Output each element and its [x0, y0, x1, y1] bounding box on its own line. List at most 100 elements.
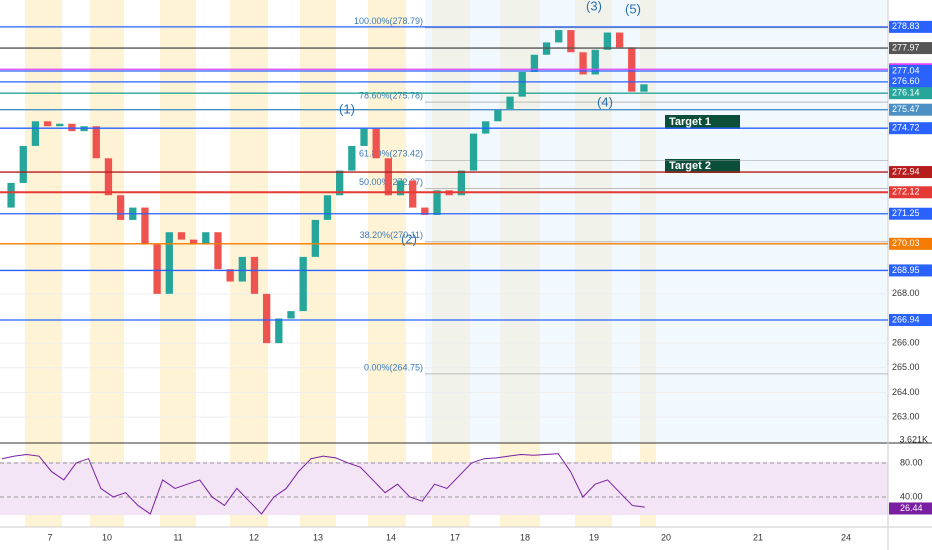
target-label: Target 1 — [669, 116, 711, 128]
candle — [579, 52, 587, 75]
level-tag — [889, 64, 932, 77]
candle — [530, 54, 539, 72]
candle — [384, 158, 392, 196]
candle — [433, 190, 441, 215]
level-label: 275.47 — [892, 104, 920, 114]
x-tick-label: 10 — [102, 532, 112, 542]
level-label: 278.83 — [892, 21, 920, 31]
level-label: 277.97 — [892, 42, 920, 52]
candle — [506, 96, 514, 109]
level-tag — [889, 207, 932, 220]
stripe — [230, 0, 268, 527]
candle — [396, 180, 405, 196]
target-box — [665, 115, 740, 129]
stripe — [368, 0, 406, 527]
candle — [43, 121, 52, 127]
wave-label: (2) — [401, 231, 417, 246]
rsi-tag — [889, 502, 932, 515]
candle — [457, 170, 466, 196]
rsi-tick-label: 40.00 — [900, 491, 923, 501]
candle — [165, 232, 173, 294]
stripe — [25, 0, 62, 527]
level-tag — [889, 166, 932, 179]
candle — [238, 256, 246, 282]
candle — [92, 126, 100, 159]
candle — [177, 232, 186, 240]
x-tick-label: 21 — [753, 532, 763, 542]
level-label: 270.03 — [892, 238, 920, 248]
candle — [311, 219, 319, 257]
level-label: 276.14 — [892, 88, 920, 98]
candle — [372, 128, 380, 159]
level-tag — [889, 264, 932, 277]
candle — [409, 180, 417, 208]
candle — [482, 121, 490, 134]
candle — [469, 133, 478, 171]
fib-label: 61.80%(273.42) — [359, 149, 423, 159]
level-tag — [889, 87, 932, 100]
wave-label: (3) — [586, 0, 602, 13]
candle — [336, 170, 344, 196]
candle — [615, 32, 624, 48]
candle — [31, 121, 40, 146]
level-tag — [889, 42, 932, 55]
y-tick-label: 263.00 — [892, 411, 920, 421]
wave-label: (5) — [625, 1, 641, 16]
y-tick-label: 268.00 — [892, 288, 920, 298]
level-tag — [889, 20, 932, 33]
candle — [141, 207, 149, 245]
candle — [287, 311, 295, 319]
candle — [603, 32, 612, 50]
target-box — [665, 159, 740, 173]
candle — [214, 232, 222, 270]
candle — [494, 108, 502, 122]
x-tick-label: 19 — [589, 532, 599, 542]
x-tick-label: 11 — [173, 532, 182, 542]
y-tick-label: 266.00 — [892, 338, 920, 348]
candle — [591, 49, 599, 75]
y-tick-label: 264.00 — [892, 387, 920, 397]
candle — [189, 239, 198, 245]
level-label: 272.12 — [892, 187, 920, 197]
level-label: 274.72 — [892, 123, 920, 133]
candle — [104, 158, 113, 196]
candle — [360, 128, 368, 146]
target-label: Target 2 — [669, 160, 711, 172]
fib-label: 78.60%(275.78) — [359, 90, 423, 100]
level-label: 277.04 — [892, 65, 920, 75]
fib-label: 0.00%(264.75) — [364, 362, 423, 372]
candle — [275, 318, 283, 344]
level-tag — [889, 103, 932, 116]
fib-label: 100.00%(278.79) — [354, 16, 423, 26]
rsi-tick-label: 80.00 — [900, 457, 923, 467]
level-tag — [889, 122, 932, 135]
x-tick-label: 14 — [386, 532, 396, 542]
candle — [226, 269, 234, 282]
candle — [348, 145, 356, 171]
wave-label: (1) — [339, 101, 355, 116]
x-tick-label: 18 — [520, 532, 530, 542]
volume-label: 3.621K — [899, 434, 928, 444]
candle — [56, 123, 64, 127]
stripe — [90, 0, 124, 527]
candle — [7, 182, 15, 208]
wave-label: (4) — [597, 94, 613, 109]
candle — [19, 145, 27, 183]
x-tick-label: 20 — [661, 532, 671, 542]
rsi-last-label: 26.44 — [900, 503, 923, 513]
level-label: 272.94 — [892, 166, 920, 176]
candle — [555, 30, 563, 43]
candle — [299, 256, 307, 312]
rsi-band — [0, 462, 888, 515]
candle — [567, 30, 575, 53]
candle — [153, 244, 161, 294]
level-tag — [889, 186, 932, 199]
level-label: 266.94 — [892, 314, 920, 324]
x-tick-label: 13 — [313, 532, 323, 542]
x-tick-label: 24 — [841, 532, 851, 542]
level-tag — [889, 313, 932, 326]
candle — [116, 195, 125, 220]
candle — [518, 71, 526, 97]
candle — [68, 123, 76, 132]
